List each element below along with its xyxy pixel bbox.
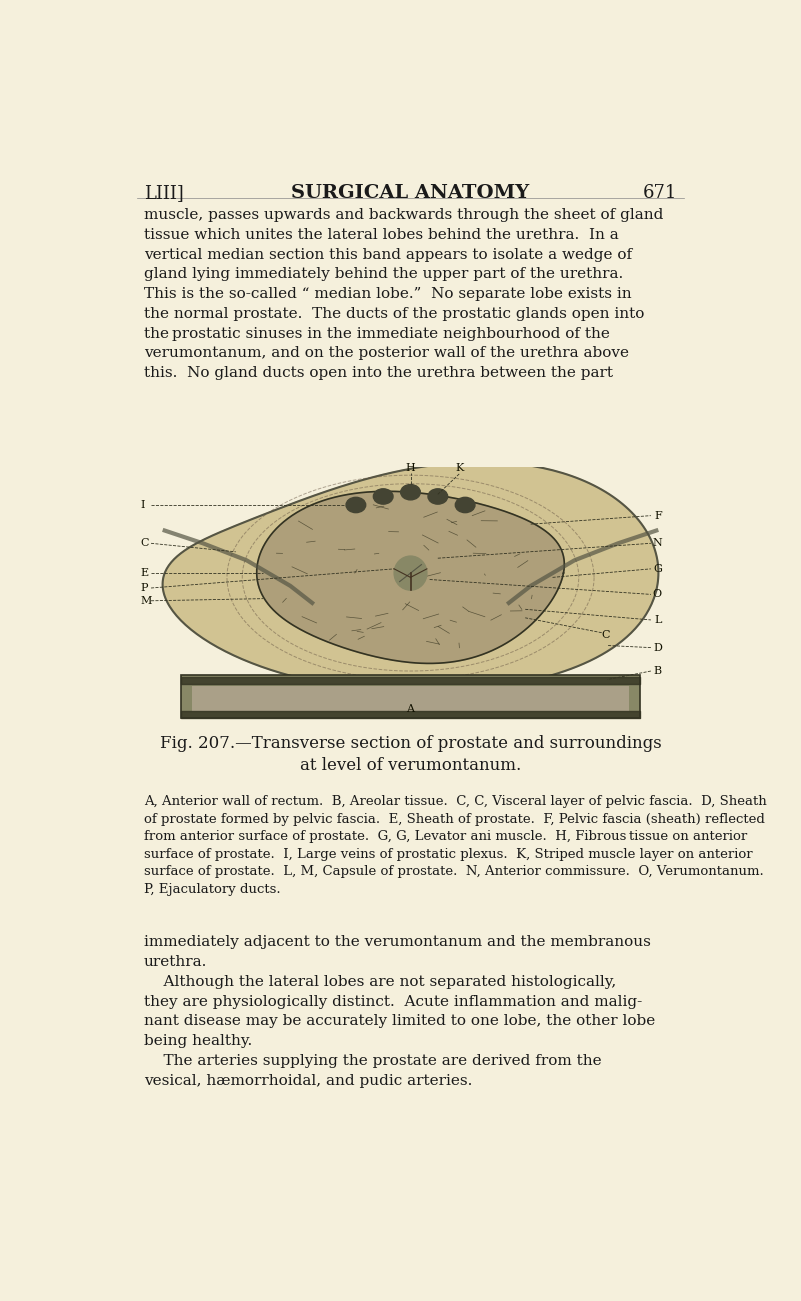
Text: muscle, passes upwards and backwards through the sheet of gland
tissue which uni: muscle, passes upwards and backwards thr…	[143, 208, 663, 380]
Text: 671: 671	[643, 185, 678, 202]
Text: LIII]: LIII]	[143, 185, 183, 202]
Text: SURGICAL ANATOMY: SURGICAL ANATOMY	[292, 185, 529, 202]
Text: Fig. 207.—Transverse section of prostate and surroundings: Fig. 207.—Transverse section of prostate…	[159, 735, 662, 752]
Text: A, Anterior wall of rectum.  B, Areolar tissue.  C, C, Visceral layer of pelvic : A, Anterior wall of rectum. B, Areolar t…	[143, 795, 767, 896]
Text: immediately adjacent to the verumontanum and the membranous
urethra.
    Althoug: immediately adjacent to the verumontanum…	[143, 935, 655, 1088]
Text: at level of verumontanum.: at level of verumontanum.	[300, 757, 521, 774]
